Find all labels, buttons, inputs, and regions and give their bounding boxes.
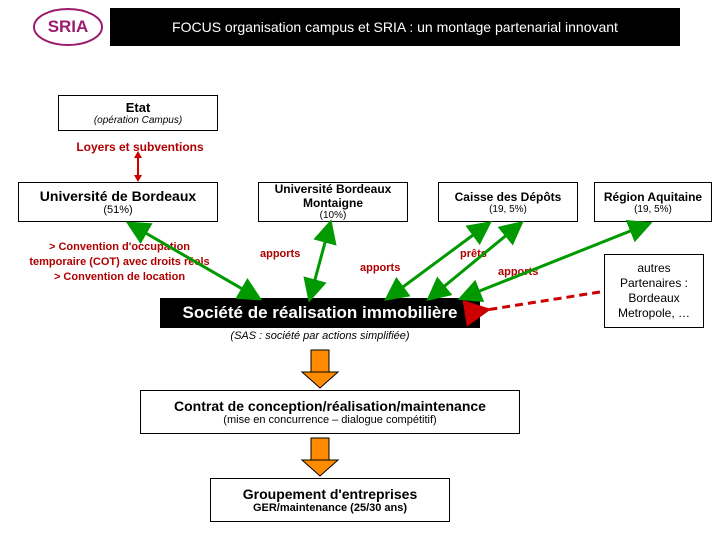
sas-sub: (SAS : société par actions simplifiée): [160, 330, 480, 342]
univmont-title: Université Bordeaux Montaigne: [259, 183, 407, 209]
box-univ-mont: Université Bordeaux Montaigne (10%): [258, 182, 408, 222]
part-l1: autres: [637, 261, 670, 276]
box-contrat: Contrat de conception/réalisation/mainte…: [140, 390, 520, 434]
sas-bar: Société de réalisation immobilière: [160, 298, 480, 328]
header-title: FOCUS organisation campus et SRIA : un m…: [172, 19, 618, 35]
group-sub: GER/maintenance (25/30 ans): [253, 502, 407, 514]
conv-line2: temporaire (COT) avec droits réels: [12, 255, 227, 270]
group-title: Groupement d'entreprises: [243, 486, 417, 502]
box-etat: Etat (opération Campus): [58, 95, 218, 131]
part-l2: Partenaires :: [620, 276, 688, 291]
caisse-sub: (19, 5%): [489, 204, 527, 215]
header-bar: FOCUS organisation campus et SRIA : un m…: [110, 8, 680, 46]
univbx-title: Université de Bordeaux: [40, 188, 196, 204]
box-partenaires: autres Partenaires : Bordeaux Metropole,…: [604, 254, 704, 328]
label-apports-2: apports: [360, 262, 400, 274]
contrat-sub: (mise en concurrence – dialogue compétit…: [223, 414, 436, 426]
contrat-title: Contrat de conception/réalisation/mainte…: [174, 398, 486, 414]
sas-title: Société de réalisation immobilière: [160, 303, 480, 323]
part-l4: Metropole, …: [618, 306, 690, 321]
box-groupement: Groupement d'entreprises GER/maintenance…: [210, 478, 450, 522]
orange-arrow-2: [302, 438, 338, 476]
box-region: Région Aquitaine (19, 5%): [594, 182, 712, 222]
conv-line3: > Convention de location: [12, 270, 227, 285]
box-univ-bx: Université de Bordeaux (51%): [18, 182, 218, 222]
region-title: Région Aquitaine: [604, 190, 702, 204]
label-loyers: Loyers et subventions: [50, 140, 230, 154]
label-apports-3: apports: [498, 266, 538, 278]
etat-title: Etat: [126, 100, 151, 115]
region-sub: (19, 5%): [634, 204, 672, 215]
label-apports-1: apports: [260, 248, 300, 260]
box-caisse: Caisse des Dépôts (19, 5%): [438, 182, 578, 222]
part-l3: Bordeaux: [628, 291, 679, 306]
orange-arrow-1: [302, 350, 338, 388]
dashed-arrow: [486, 292, 600, 310]
univmont-sub: (10%): [320, 210, 347, 221]
univbx-sub: (51%): [103, 204, 132, 216]
caisse-title: Caisse des Dépôts: [455, 190, 562, 204]
label-prets: prêts: [460, 248, 487, 260]
convention-block: > Convention d'occupation temporaire (CO…: [12, 240, 227, 285]
logo: SRIA: [30, 4, 106, 50]
conv-line1: > Convention d'occupation: [12, 240, 227, 255]
logo-text: SRIA: [48, 17, 89, 36]
etat-sub: (opération Campus): [94, 115, 182, 126]
